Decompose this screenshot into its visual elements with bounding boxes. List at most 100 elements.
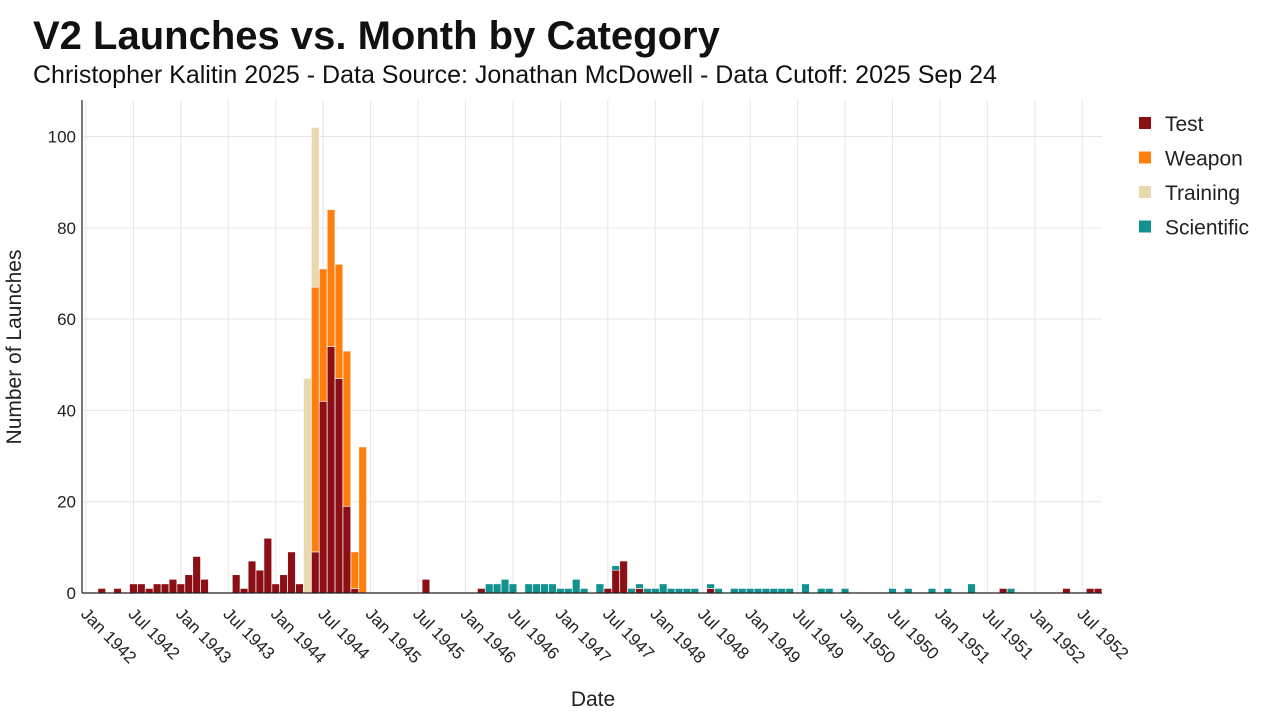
bar-scientific-1946-06 xyxy=(500,579,510,594)
y-tick-labels: 0 20 40 60 80 100 xyxy=(48,128,76,603)
bar-test-1943-03 xyxy=(192,556,201,594)
bar-scientific-1949-04 xyxy=(769,588,779,594)
bar-test-1952-05 xyxy=(1062,588,1071,594)
bar-scientific-1950-01 xyxy=(840,588,850,594)
legend-swatch xyxy=(1139,220,1151,233)
bar-test-1952-08 xyxy=(1085,588,1095,594)
bar-scientific-1948-03 xyxy=(666,588,676,594)
bar-weapon-1944-06 xyxy=(311,286,320,553)
bar-test-1943-02 xyxy=(184,574,193,594)
bar-test-1944-10 xyxy=(342,505,352,594)
legend-label: Test xyxy=(1165,113,1204,136)
bar-test-1942-03 xyxy=(97,588,106,594)
bar-scientific-1947-06 xyxy=(595,583,605,594)
bar-scientific-1946-12 xyxy=(548,583,557,594)
y-tick-label: 20 xyxy=(57,493,76,512)
bar-scientific-1947-03 xyxy=(572,579,581,594)
bar-scientific-1947-12 xyxy=(643,588,652,594)
bar-scientific-1946-04 xyxy=(485,583,494,594)
bar-test-1947-08 xyxy=(611,569,620,594)
bar-scientific-1946-07 xyxy=(508,583,518,594)
bar-scientific-1948-02 xyxy=(658,583,668,594)
bar-scientific-1949-11 xyxy=(825,588,834,594)
bar-test-1944-07 xyxy=(318,400,328,594)
chart-subtitle: Christopher Kalitin 2025 - Data Source: … xyxy=(33,61,997,89)
bar-scientific-1949-05 xyxy=(777,588,786,594)
legend-item-training[interactable]: Training xyxy=(1139,182,1240,205)
bar-scientific-1947-04 xyxy=(579,588,589,594)
bar-test-1944-06 xyxy=(311,551,320,594)
bar-test-1944-11 xyxy=(350,588,359,594)
legend-swatch xyxy=(1139,151,1151,164)
bar-test-1942-12 xyxy=(168,579,178,594)
y-tick-label: 40 xyxy=(57,401,76,420)
chart-title: V2 Launches vs. Month by Category xyxy=(33,14,720,58)
bar-test-1942-08 xyxy=(137,583,146,594)
bar-test-1948-08 xyxy=(706,588,715,594)
legend-item-test[interactable]: Test xyxy=(1139,113,1204,136)
bar-test-1943-11 xyxy=(255,569,265,594)
bar-training-1944-05 xyxy=(303,378,312,594)
bar-scientific-1950-07 xyxy=(888,588,897,594)
bar-test-1944-02 xyxy=(279,574,288,594)
legend-label: Weapon xyxy=(1165,148,1243,171)
bar-scientific-1949-06 xyxy=(785,588,794,594)
bar-scientific-1946-05 xyxy=(492,583,502,594)
bar-weapon-1944-09 xyxy=(334,264,344,379)
bar-test-1943-10 xyxy=(247,560,257,594)
bar-scientific-1949-02 xyxy=(753,588,763,594)
bar-test-1942-11 xyxy=(160,583,170,594)
bar-scientific-1951-05 xyxy=(967,583,976,594)
bar-test-1951-09 xyxy=(998,588,1008,594)
bar-scientific-1950-12 xyxy=(927,588,937,594)
bar-test-1944-08 xyxy=(326,346,336,594)
bar-scientific-1948-08 xyxy=(706,583,715,589)
bar-scientific-1948-05 xyxy=(682,588,692,594)
bar-test-1942-09 xyxy=(145,588,154,594)
bar-scientific-1949-03 xyxy=(761,588,771,594)
bar-scientific-1947-11 xyxy=(635,583,644,589)
legend-item-weapon[interactable]: Weapon xyxy=(1139,148,1243,171)
x-axis-title: Date xyxy=(571,688,615,711)
bar-scientific-1949-10 xyxy=(817,588,826,594)
bar-test-1943-04 xyxy=(200,579,209,594)
bar-test-1943-09 xyxy=(239,588,249,594)
bar-scientific-1951-10 xyxy=(1006,588,1016,594)
bar-test-1944-04 xyxy=(295,583,304,594)
legend-swatch xyxy=(1139,117,1151,129)
bar-scientific-1948-01 xyxy=(651,588,660,594)
bar-scientific-1946-11 xyxy=(540,583,549,594)
bar-weapon-1944-07 xyxy=(318,268,328,402)
bar-scientific-1948-04 xyxy=(674,588,684,594)
bar-test-1947-07 xyxy=(603,588,612,594)
bar-test-1946-03 xyxy=(477,588,486,594)
bar-scientific-1948-09 xyxy=(714,588,723,594)
bar-test-1942-05 xyxy=(113,588,122,594)
bar-scientific-1949-08 xyxy=(801,583,810,594)
bar-test-1943-01 xyxy=(176,583,186,594)
legend-item-scientific[interactable]: Scientific xyxy=(1139,217,1249,240)
axes xyxy=(81,100,1102,594)
bar-scientific-1946-10 xyxy=(532,583,541,594)
bar-test-1942-07 xyxy=(129,583,138,594)
bar-scientific-1947-10 xyxy=(627,588,636,594)
legend-swatch xyxy=(1139,186,1151,198)
bar-scientific-1946-09 xyxy=(524,583,533,594)
bar-scientific-1948-06 xyxy=(690,588,699,594)
gridlines xyxy=(82,100,1102,593)
bar-scientific-1947-08 xyxy=(611,565,620,571)
bar-test-1944-03 xyxy=(287,551,296,594)
bar-test-1952-09 xyxy=(1093,588,1103,594)
bar-weapon-1944-08 xyxy=(326,209,336,347)
bar-test-1942-10 xyxy=(152,583,162,594)
bar-scientific-1947-02 xyxy=(564,588,573,594)
y-tick-label: 80 xyxy=(57,219,76,238)
bar-training-1944-06 xyxy=(311,127,320,288)
y-tick-label: 60 xyxy=(57,310,76,329)
bar-scientific-1948-12 xyxy=(738,588,747,594)
bar-scientific-1951-02 xyxy=(943,588,952,594)
bar-test-1943-08 xyxy=(232,574,241,594)
legend-label: Scientific xyxy=(1165,217,1249,240)
y-tick-label: 0 xyxy=(67,584,76,603)
